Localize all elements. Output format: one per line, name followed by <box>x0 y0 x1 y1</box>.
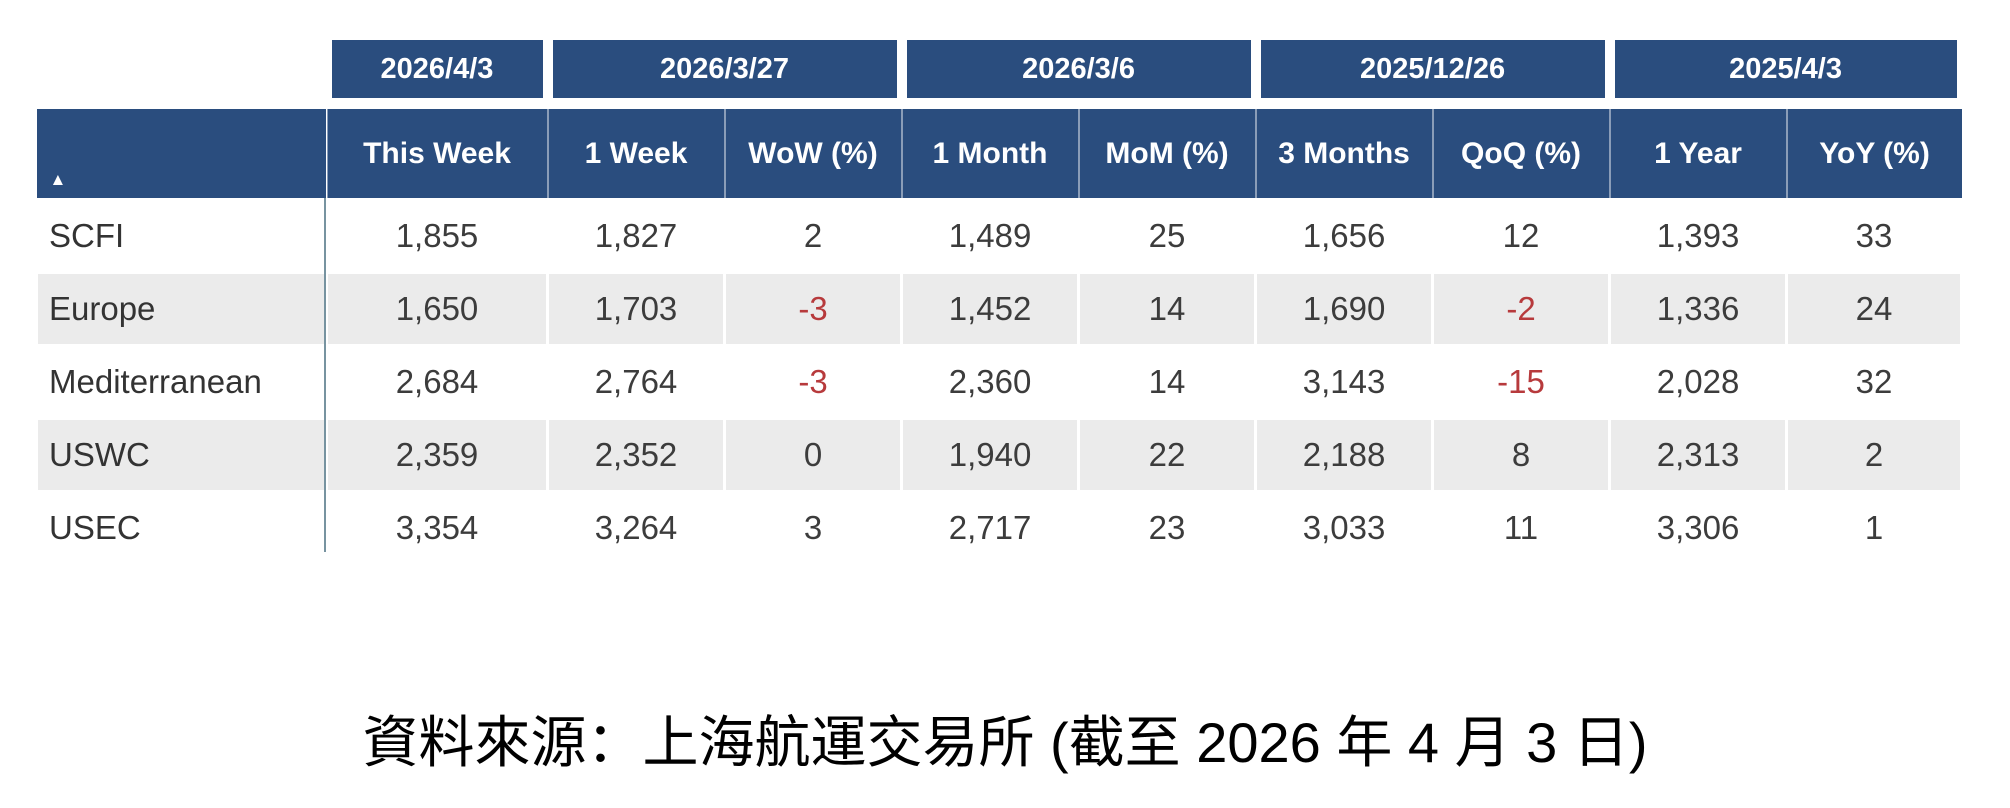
row-label: Mediterranean <box>35 344 328 420</box>
value-cell: 12 <box>1431 198 1612 274</box>
value-cell: -2 <box>1431 271 1612 347</box>
value-cell: -3 <box>722 271 904 347</box>
value-cell: 2,313 <box>1608 417 1789 493</box>
value-cell: 3,033 <box>1254 490 1435 566</box>
value-cell: 2,188 <box>1254 417 1435 493</box>
row-header-corner[interactable]: ▲ <box>36 109 327 200</box>
value-cell: 0 <box>722 417 904 493</box>
value-cell: 14 <box>1077 344 1258 420</box>
column-header-wow[interactable]: WoW (%) <box>723 109 902 200</box>
value-cell: 2,684 <box>325 344 549 420</box>
value-cell: 8 <box>1431 417 1612 493</box>
value-cell: 1 <box>1785 490 1964 566</box>
value-cell: 2,359 <box>325 417 549 493</box>
value-cell: 2,028 <box>1608 344 1789 420</box>
column-header-this-week[interactable]: This Week <box>325 109 548 200</box>
value-cell: 1,855 <box>325 198 549 274</box>
value-cell: 1,656 <box>1254 198 1435 274</box>
row-label: USWC <box>35 417 328 493</box>
freight-table: 2026/4/3 2026/3/27 2026/3/6 2025/12/26 2025/… <box>35 40 1964 566</box>
value-cell: 1,690 <box>1254 271 1435 347</box>
source-caption: 資料來源：上海航運交易所 (截至 2026 年 4 月 3 日) <box>362 711 1648 774</box>
value-cell: 1,452 <box>900 271 1081 347</box>
row-header-divider <box>324 198 326 552</box>
table-row: Europe 1,650 1,703 -3 1,452 14 1,690 -2 1,336 24 <box>35 271 1964 347</box>
date-group-header: 2026/4/3 <box>331 40 543 98</box>
value-cell: 2,764 <box>546 344 726 420</box>
date-group-header: 2026/3/27 <box>552 40 897 98</box>
row-label: Europe <box>35 271 328 347</box>
value-cell: 2,360 <box>900 344 1081 420</box>
column-header-qoq[interactable]: QoQ (%) <box>1431 109 1610 200</box>
table-row: USEC 3,354 3,264 3 2,717 23 3,033 11 3,306 1 <box>35 490 1964 566</box>
value-cell: 2 <box>1785 417 1964 493</box>
column-header-row: ▲ This Week 1 Week WoW (%) 1 Month MoM (%) 3 M… <box>36 109 1962 200</box>
column-header-mom[interactable]: MoM (%) <box>1077 109 1256 200</box>
value-cell: 23 <box>1077 490 1258 566</box>
value-cell: 24 <box>1785 271 1964 347</box>
value-cell: 3,264 <box>546 490 726 566</box>
date-group-header: 2025/12/26 <box>1260 40 1605 98</box>
column-header-1-month[interactable]: 1 Month <box>900 109 1079 200</box>
value-cell: 2,352 <box>546 417 726 493</box>
column-header-yoy[interactable]: YoY (%) <box>1785 109 1962 200</box>
value-cell: 1,703 <box>546 271 726 347</box>
table-row: USWC 2,359 2,352 0 1,940 22 2,188 8 2,313 2 <box>35 417 1964 493</box>
table-body: SCFI 1,855 1,827 2 1,489 25 1,656 12 1,393 33 Euro… <box>35 198 1964 566</box>
value-cell: 1,827 <box>546 198 726 274</box>
value-cell: 1,336 <box>1608 271 1789 347</box>
table-row: SCFI 1,855 1,827 2 1,489 25 1,656 12 1,393 33 <box>35 198 1964 274</box>
value-cell: -3 <box>722 344 904 420</box>
value-cell: 3,354 <box>325 490 549 566</box>
date-group-header: 2025/4/3 <box>1614 40 1957 98</box>
value-cell: -15 <box>1431 344 1612 420</box>
table-row: Mediterranean 2,684 2,764 -3 2,360 14 3,143 -15… <box>35 344 1964 420</box>
value-cell: 1,489 <box>900 198 1081 274</box>
column-header-3-months[interactable]: 3 Months <box>1254 109 1433 200</box>
value-cell: 3,306 <box>1608 490 1789 566</box>
date-row-spacer <box>37 40 327 109</box>
value-cell: 3 <box>722 490 904 566</box>
value-cell: 1,940 <box>900 417 1081 493</box>
value-cell: 1,650 <box>325 271 549 347</box>
date-group-header: 2026/3/6 <box>906 40 1251 98</box>
value-cell: 22 <box>1077 417 1258 493</box>
value-cell: 3,143 <box>1254 344 1435 420</box>
value-cell: 25 <box>1077 198 1258 274</box>
value-cell: 14 <box>1077 271 1258 347</box>
value-cell: 2 <box>722 198 904 274</box>
row-label: SCFI <box>35 198 328 274</box>
sort-ascending-icon: ▲ <box>49 170 67 189</box>
row-label: USEC <box>35 490 328 566</box>
value-cell: 2,717 <box>900 490 1081 566</box>
value-cell: 11 <box>1431 490 1612 566</box>
value-cell: 32 <box>1785 344 1964 420</box>
value-cell: 1,393 <box>1608 198 1789 274</box>
date-group-row: 2026/4/3 2026/3/27 2026/3/6 2025/12/26 2025/… <box>37 40 1962 109</box>
column-header-1-week[interactable]: 1 Week <box>546 109 725 200</box>
value-cell: 33 <box>1785 198 1964 274</box>
column-header-1-year[interactable]: 1 Year <box>1608 109 1787 200</box>
